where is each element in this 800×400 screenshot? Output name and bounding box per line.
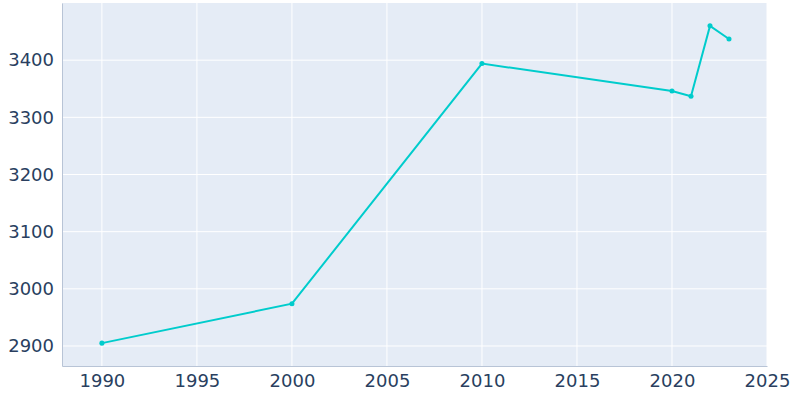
tick-label: 2015 [555, 370, 601, 391]
tick-label: 2020 [650, 370, 696, 391]
tick: 2025 [745, 366, 791, 391]
tick: 3100 [8, 221, 62, 242]
grid-line-x [671, 3, 672, 366]
tick: 3300 [8, 107, 62, 128]
tick-label: 2025 [745, 370, 791, 391]
line [102, 26, 729, 343]
grid [62, 3, 767, 366]
marker [707, 23, 712, 28]
plot-background [62, 3, 767, 366]
axis-line [62, 4, 63, 367]
tick: 3400 [8, 49, 62, 70]
chart: 1990 1995 2000 2005 2010 2015 2020 2025 2900 3000… [0, 0, 800, 400]
marker [669, 89, 674, 94]
grid-line-y [62, 60, 767, 61]
tick-label: 3200 [8, 164, 54, 185]
tick-label: 1995 [175, 370, 221, 391]
axis-line [63, 366, 768, 367]
tick-label: 2010 [460, 370, 506, 391]
marker [289, 301, 294, 306]
grid-line-y [62, 174, 767, 175]
tick-label: 1990 [79, 370, 125, 391]
tick: 3200 [8, 164, 62, 185]
tick: 2000 [270, 366, 316, 391]
tick-label: 3400 [8, 49, 54, 70]
series [99, 23, 731, 345]
grid-line-y [62, 288, 767, 289]
tick: 2015 [555, 366, 601, 391]
tick-label: 3100 [8, 221, 54, 242]
tick-label: 3000 [8, 278, 54, 299]
tick: 3000 [8, 278, 62, 299]
grid-line-x [767, 3, 768, 366]
marker [688, 94, 693, 99]
marker [726, 36, 731, 41]
grid-line-y [62, 117, 767, 118]
marker [99, 341, 104, 346]
tick-label: 2000 [270, 370, 316, 391]
tick-label: 2005 [365, 370, 411, 391]
y-axis: 2900 3000 3100 3200 3300 3400 [8, 4, 62, 367]
tick: 2900 [8, 335, 62, 356]
tick: 2010 [460, 366, 506, 391]
grid-line-x [576, 3, 577, 366]
tick: 1990 [79, 366, 125, 391]
tick: 2020 [650, 366, 696, 391]
grid-line-y [62, 231, 767, 232]
grid-line-x [101, 3, 102, 366]
marker [479, 61, 484, 66]
x-axis: 1990 1995 2000 2005 2010 2015 2020 2025 [63, 366, 791, 391]
grid-line-x [291, 3, 292, 366]
tick: 2005 [365, 366, 411, 391]
grid-line-y [62, 345, 767, 346]
grid-line-x [481, 3, 482, 366]
tick-label: 3300 [8, 107, 54, 128]
tick-label: 2900 [8, 335, 54, 356]
grid-line-x [196, 3, 197, 366]
tick: 1995 [175, 366, 221, 391]
plot: 1990 1995 2000 2005 2010 2015 2020 2025 2900 3000… [8, 3, 790, 391]
